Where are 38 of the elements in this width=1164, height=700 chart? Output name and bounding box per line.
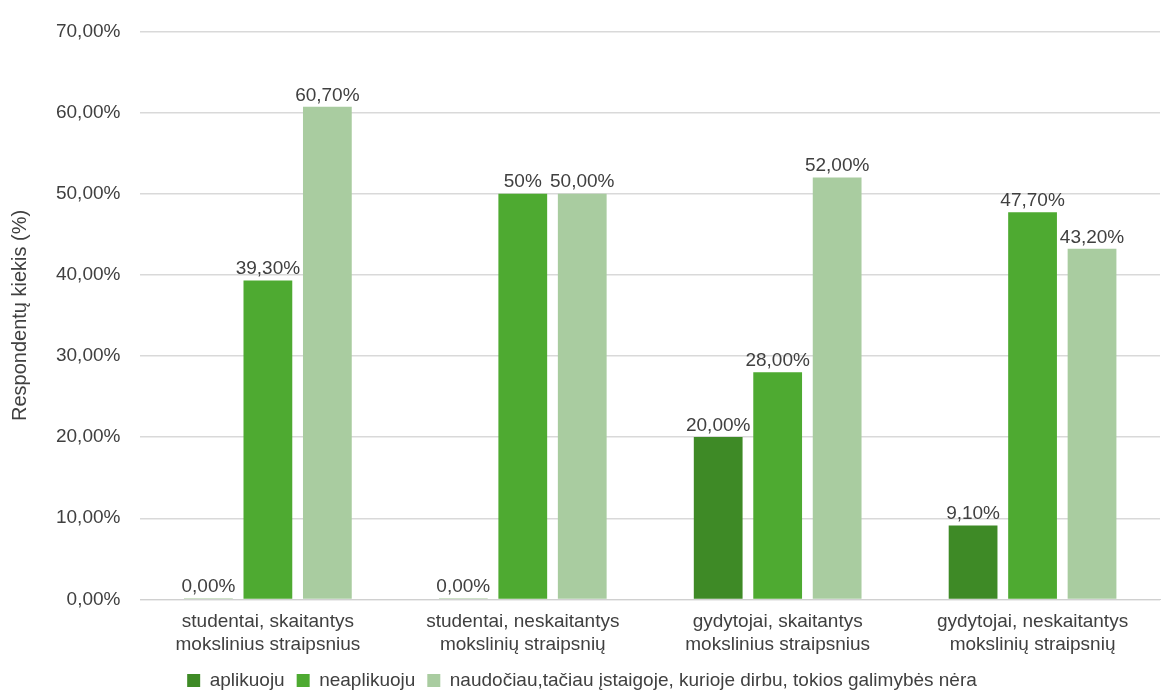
bar [557,193,607,599]
data-label: 52,00% [804,154,870,176]
bar [498,193,548,599]
data-label: 50% [503,170,542,192]
x-tick-label: gydytojai, skaitantys mokslinius straipsnius [685,610,871,654]
bar [302,106,352,599]
x-tick-label: studentai, skaitantys mokslinius straipsnius [175,610,361,654]
bar [948,525,998,599]
data-label: 50,00% [550,170,615,192]
y-axis-title: Respondentų kiekis (%) [7,209,30,422]
x-tick-label: gydytojai, neskaitantys mokslinių straipsnių [936,610,1129,654]
data-label: 47,70% [1000,189,1065,211]
legend-label: naudočiau,tačiau įstaigoje, kurioje dirbu, tokios galimybės nėra [449,668,978,690]
data-label: 20,00% [685,413,751,435]
y-tick-label: 20,00% [55,425,121,447]
legend-label: neaplikuoju [319,668,416,690]
y-tick-label: 30,00% [55,344,121,366]
y-tick-label: 0,00% [66,587,121,609]
y-tick-label: 70,00% [55,19,121,41]
bar [1008,212,1057,599]
data-label: 60,70% [295,83,360,105]
data-label: 9,10% [946,502,1001,524]
bar [693,437,743,599]
bar [243,280,293,599]
data-label: 43,20% [1059,225,1125,247]
legend-label: aplikuoju [209,668,285,690]
bar [1067,248,1117,599]
data-label: 0,00% [436,575,491,597]
data-label: 0,00% [181,575,236,597]
data-label: 28,00% [745,348,810,370]
x-tick-label: studentai, neskaitantys mokslinių straipsnių [426,610,620,654]
y-tick-label: 60,00% [55,100,121,122]
y-tick-label: 40,00% [55,263,121,285]
y-tick-label: 10,00% [55,506,121,528]
bar [812,177,862,599]
data-label: 39,30% [235,257,301,279]
bar [753,372,803,599]
y-tick-label: 50,00% [55,181,121,203]
